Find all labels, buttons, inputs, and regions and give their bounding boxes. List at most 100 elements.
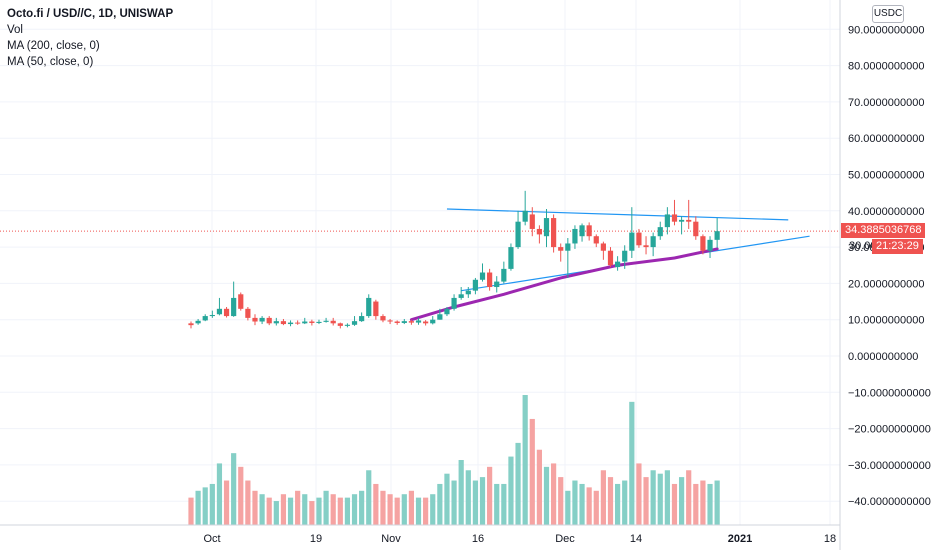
volume-bar [202,487,208,525]
x-tick-label: Oct [203,533,220,545]
volume-bar [302,494,308,525]
volume-bar [430,494,436,525]
y-tick-label: −20.0000000000 [848,424,931,436]
volume-bar [444,473,450,525]
candle-body [437,314,443,320]
vol-indicator-label[interactable]: Vol [7,24,23,36]
volume-bar [366,470,372,525]
candle-body [479,272,486,280]
ma200-indicator-label[interactable]: MA (200, close, 0) [7,40,100,52]
volume-bar [693,483,699,525]
candle-body [373,301,379,317]
volume-bar [707,483,713,525]
volume-bar [565,490,571,525]
candle-body [494,281,500,288]
y-tick-label: 50.0000000000 [848,170,924,182]
y-tick-label: 60.0000000000 [848,133,924,145]
volume-bar [394,497,400,525]
volume-bar [529,418,535,525]
candle-body [643,245,649,248]
symbol-title[interactable]: Octo.fi / USD//C, 1D, UNISWAP [7,8,174,20]
candle-body [686,219,692,222]
candle-body [650,236,656,248]
grid [0,0,840,525]
candle-body [714,231,720,240]
volume-bar [280,494,287,525]
volume-bar [401,494,407,525]
candle-body [295,322,301,324]
volume-bar [408,490,415,525]
candle-body [330,320,336,324]
volume-bar [636,463,642,525]
volume-bar [522,395,528,525]
candle-body [444,308,450,315]
x-tick-label: Dec [555,533,575,545]
candle-body [629,232,635,251]
candle-body [522,210,528,222]
y-tick-label: 0.0000000000 [848,351,918,363]
volume-bar [650,470,656,525]
ma50-indicator-label[interactable]: MA (50, close, 0) [7,56,94,68]
volume-bar [586,487,592,525]
candle-body [209,314,215,317]
y-tick-label: 10.0000000000 [848,315,924,327]
candle-body [238,294,244,309]
volume-bar [216,463,223,525]
candle-body [615,261,621,268]
volume-bar [458,460,464,525]
volume-bar [678,477,685,525]
candle-body [529,214,535,229]
candle-body [394,321,400,323]
volume-bar [316,497,322,525]
volume-bar [337,497,343,525]
candle-body [586,225,592,237]
volume-bar [451,480,457,525]
volume-bar [223,480,230,525]
volume-bar [501,483,507,525]
x-tick-label: 14 [630,533,642,545]
candle-body [600,243,606,251]
candle-body [700,236,706,251]
volume-bar [551,463,557,525]
x-tick-label: 18 [824,533,836,545]
volume-bar [629,401,635,525]
volume-bar [387,494,393,525]
volume-bar [643,477,649,525]
candle-body [408,321,415,323]
candle-body [565,243,571,251]
volume-bar [287,497,294,525]
candle-body [280,321,287,325]
volume-bar [238,466,244,525]
candle-body [536,228,542,235]
candle-body [579,225,585,237]
x-tick-label: 2021 [728,533,752,545]
volume-bar [579,483,585,525]
candle-body [501,268,507,282]
volume-bar [622,480,628,525]
candle-body [387,320,393,322]
volume-bar [671,483,678,525]
volume-bar [572,480,578,525]
volume-bar [195,490,201,525]
volume-bar [558,477,564,525]
volume-bar [273,501,279,525]
volume-bar [615,483,621,525]
volume-bar [209,483,215,525]
ma50-line [409,247,719,322]
volume-bar [472,480,478,525]
currency-button[interactable]: USDC [872,5,904,23]
candle-body [607,250,614,266]
candle-body [693,221,699,237]
candle-body [572,228,578,244]
candle-body [458,294,464,298]
volume-bars [188,395,720,525]
volume-bar [323,490,329,525]
candles [188,190,720,329]
candle-body [287,322,294,325]
candle-body [465,290,471,295]
candle-body [430,319,436,324]
candle-body [508,247,514,269]
volume-bar [664,470,670,525]
candle-body [195,320,201,324]
